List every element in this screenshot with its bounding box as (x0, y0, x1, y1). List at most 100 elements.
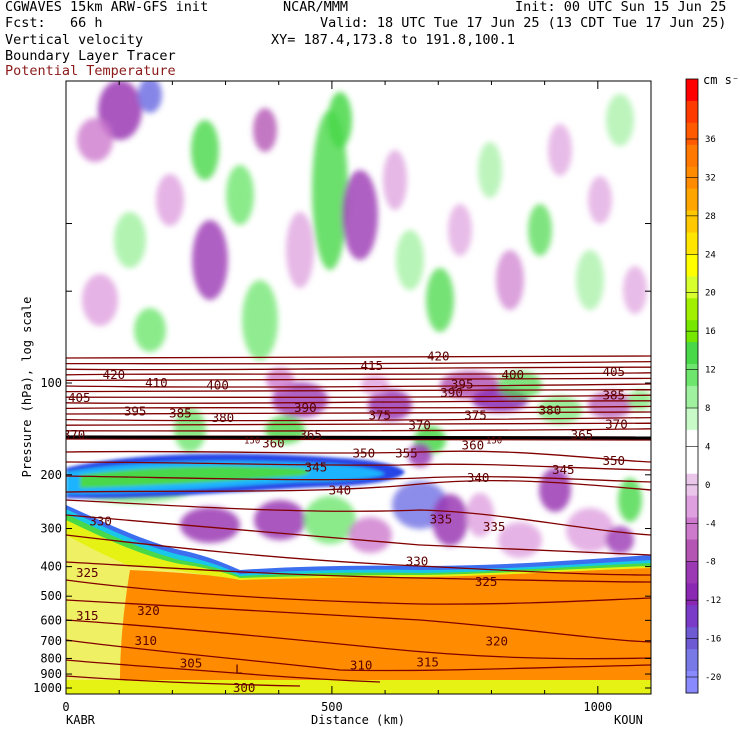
colorbar-tick-label: -20 (705, 673, 721, 683)
model-title: CGWAVES 15km ARW-GFS init (5, 0, 209, 15)
plot-frame (65, 80, 652, 695)
theta-label: 410 (145, 375, 168, 390)
colorbar-swatch (686, 79, 698, 102)
theta-label: 330 (89, 514, 112, 529)
theta-label: 320 (137, 603, 160, 618)
theta-contour-line (66, 411, 651, 415)
theta-label: 370 (605, 417, 628, 432)
theta-label: 380 (539, 402, 562, 417)
theta-label: 360 (462, 437, 485, 452)
valid-time: Valid: 18 UTC Tue 17 Jun 25 (13 CDT Tue … (320, 15, 727, 31)
theta-label: 370 (63, 427, 86, 442)
theta-label: 395 (124, 403, 147, 418)
forecast-hour: Fcst: 66 h (5, 15, 103, 31)
colorbar-swatch (686, 210, 698, 233)
cross-section-coords: XY= 187.4,173.8 to 191.8,100.1 (271, 32, 515, 48)
theta-contour-line (66, 450, 651, 463)
colorbar-swatch (686, 649, 698, 672)
field-boundary-layer-tracer: Boundary Layer Tracer (5, 48, 176, 64)
colorbar-swatch (686, 671, 698, 694)
theta-label: L (235, 662, 243, 677)
y-tick-label: 1000 (33, 681, 62, 695)
x-axis-label: Distance (km) (311, 713, 405, 727)
colorbar-tick-label: 24 (705, 250, 716, 260)
colorbar-swatch (686, 100, 698, 124)
theta-label: 335 (483, 519, 506, 534)
colorbar-swatch (686, 122, 698, 146)
colorbar-swatch (686, 386, 698, 409)
theta-contour-line (66, 416, 651, 422)
colorbar-tick-label: -12 (705, 596, 721, 606)
colorbar-tick-label: -4 (705, 519, 716, 529)
y-tick-label: 700 (40, 634, 62, 648)
theta-contour-line (66, 579, 651, 605)
theta-label: 315 (76, 608, 99, 623)
theta-contour-line (66, 394, 651, 399)
colorbar-swatch (686, 539, 698, 562)
y-tick-label: 900 (40, 667, 62, 681)
theta-label: 395 (451, 376, 474, 391)
colorbar-swatch (686, 429, 698, 453)
theta-contour-line (66, 599, 651, 643)
colorbar-frame (685, 78, 699, 694)
theta-label: 375 (464, 408, 487, 423)
x-tick-label: 1000 (583, 700, 612, 714)
y-tick-label: 600 (40, 613, 62, 627)
colorbar-swatches (686, 79, 698, 694)
field-vertical-velocity: Vertical velocity (5, 32, 144, 48)
colorbar-swatch (686, 188, 698, 212)
theta-label: 315 (416, 655, 439, 670)
theta-label: 355 (395, 445, 418, 460)
colorbar-swatch (686, 451, 698, 475)
theta-contour-line (66, 372, 651, 376)
theta-contour-line (66, 479, 651, 493)
org-label: NCAR/MMM (283, 0, 349, 15)
y-tick-label: 100 (40, 376, 62, 390)
theta-label: 420 (103, 367, 126, 382)
theta-contour-line (66, 366, 651, 371)
boundary-layer (66, 505, 651, 694)
theta-label: 340 (467, 470, 490, 485)
theta-label: 320 (485, 634, 508, 649)
theta-label: 300 (233, 680, 256, 695)
colorbar-swatch (686, 495, 698, 519)
theta-label: 400 (501, 367, 524, 382)
theta-contour-line (66, 405, 651, 410)
y-axis-label: Pressure (hPa), log scale (20, 297, 34, 478)
theta-label: 335 (430, 511, 453, 526)
colorbar-tick-label: -8 (705, 558, 716, 568)
colorbar-tick-label: -16 (705, 635, 721, 645)
colorbar-swatch (686, 144, 698, 168)
colorbar-swatch (686, 364, 698, 387)
theta-contour-line (66, 461, 651, 471)
theta-contour-line (66, 475, 651, 483)
theta-label: 350 (353, 445, 376, 460)
theta-contour-line (66, 499, 651, 536)
theta-contour-line (66, 377, 651, 382)
theta-label: 385 (169, 406, 192, 421)
colorbar-tick-label: 16 (705, 327, 716, 337)
colorbar-swatch (686, 232, 698, 255)
colorbar-ticks: 36 32 28 24 20 16 12 8 4 0 -4 -8 -12 -16 -20 (686, 135, 721, 683)
colorbar-tick-label: 20 (705, 289, 716, 299)
theta-label: 365 (299, 427, 322, 442)
y-tick-label: 400 (40, 560, 62, 574)
theta-label: 390 (294, 400, 317, 415)
theta-label: 305 (180, 655, 203, 670)
theta-label: 405 (68, 390, 91, 405)
colorbar-tick-label: 36 (705, 135, 716, 145)
field-potential-temperature: Potential Temperature (5, 63, 176, 79)
right-station-label: KOUN (614, 713, 643, 727)
theta-contour-line (66, 400, 651, 405)
theta-label: 380 (212, 410, 235, 425)
colorbar-swatch (686, 342, 698, 365)
theta-label: 375 (368, 408, 391, 423)
colorbar-swatch (686, 517, 698, 540)
theta-contour-line (66, 360, 651, 365)
colorbar-tick-label: 32 (705, 173, 716, 183)
colorbar-tick-label: 0 (705, 481, 710, 491)
x-tick-label: 0 (62, 700, 69, 714)
theta-contour-line (66, 514, 651, 556)
colorbar-tick-label: 12 (705, 366, 716, 376)
